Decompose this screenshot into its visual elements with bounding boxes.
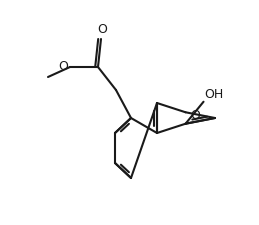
Text: OH: OH <box>205 88 224 101</box>
Text: O: O <box>97 23 107 36</box>
Text: O: O <box>191 109 200 122</box>
Text: O: O <box>58 59 68 72</box>
